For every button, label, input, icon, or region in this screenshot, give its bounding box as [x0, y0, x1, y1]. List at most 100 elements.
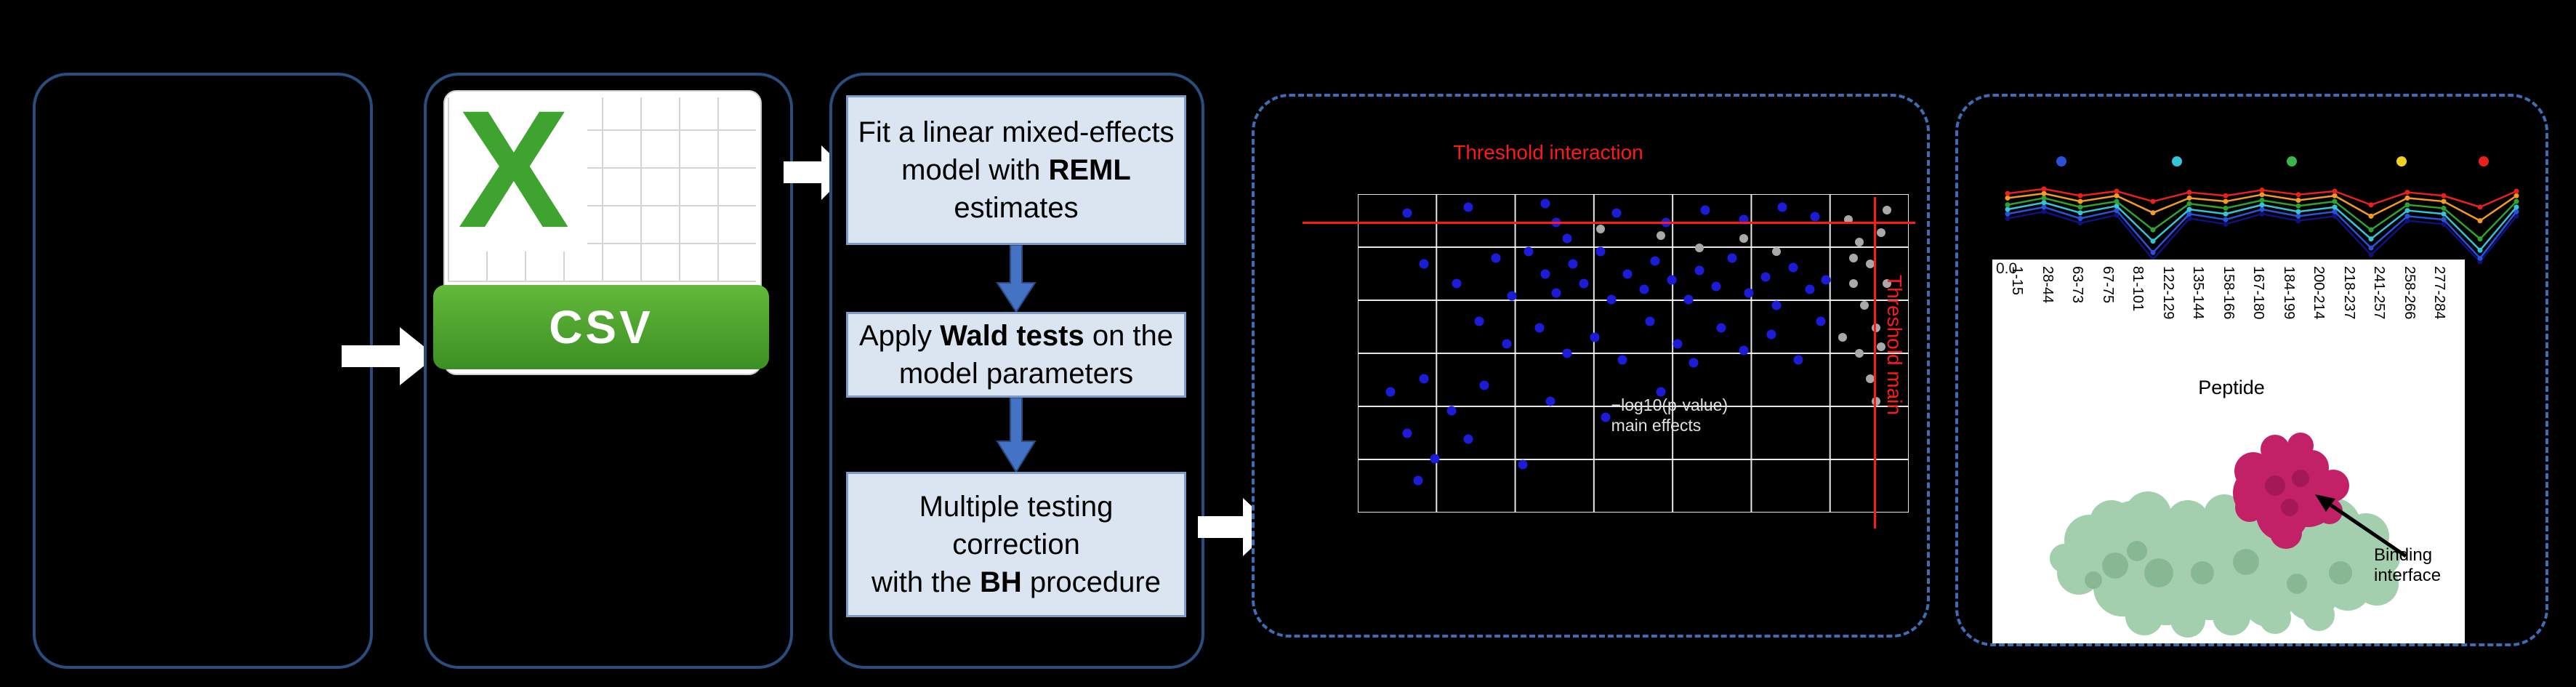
significant-point [1419, 374, 1429, 384]
significant-point [1413, 475, 1423, 486]
significant-point [1601, 412, 1611, 422]
y-axis-tick: 0.0 [1996, 260, 2018, 277]
significant-point [1524, 246, 1534, 257]
significant-point [1419, 259, 1429, 269]
panel-scatter [1252, 94, 1930, 638]
binding-interface-label: Binding interface [2374, 545, 2442, 585]
significant-point [1771, 300, 1782, 310]
significant-point [1816, 316, 1826, 326]
significant-point [1385, 387, 1396, 397]
significant-point [1650, 256, 1660, 266]
significant-point [1507, 291, 1517, 301]
significant-point [1700, 205, 1710, 215]
threshold-main-label: Threshold main [1883, 275, 1906, 415]
threshold-interaction-label: Threshold interaction [1453, 141, 1643, 164]
significant-point [1617, 355, 1627, 365]
significant-point [1760, 272, 1771, 282]
significant-point [1463, 434, 1473, 444]
nonsignificant-point [1860, 301, 1869, 310]
significant-point [1639, 284, 1649, 294]
nonsignificant-point [1882, 278, 1891, 288]
scatter-axis-annotation: −log10(p-value) main effects [1611, 395, 1728, 435]
significant-point [1540, 269, 1550, 278]
significant-point [1793, 355, 1803, 365]
significant-point [1739, 345, 1749, 355]
significant-point [1452, 278, 1462, 289]
significant-point [1716, 323, 1726, 333]
nonsignificant-point [1854, 237, 1864, 246]
significant-point [1562, 348, 1572, 358]
nonsignificant-point [1656, 230, 1665, 240]
significant-point [1595, 246, 1606, 257]
excel-x-icon: X [458, 76, 570, 262]
step-bh-text: Multiple testing correction with the BH … [872, 491, 1161, 598]
step-wald-text: Apply Wald tests on the model parameters [858, 320, 1174, 390]
significant-point [1788, 262, 1798, 273]
significant-point [1810, 212, 1820, 222]
significant-point [1590, 332, 1600, 342]
significant-point [1645, 316, 1655, 326]
significant-point [1551, 288, 1561, 298]
significant-point [1540, 198, 1550, 209]
binding-arrow-icon [2315, 494, 2407, 558]
down-arrow-1-icon [996, 245, 1037, 312]
step-bh-box: Multiple testing correction with the BH … [846, 472, 1186, 617]
significant-point [1673, 339, 1683, 349]
nonsignificant-point [1877, 342, 1886, 352]
nonsignificant-point [1772, 246, 1782, 256]
significant-point [1446, 406, 1457, 416]
scatter-plot: −log10(p-value) main effects [1358, 194, 1909, 513]
csv-x-backdrop [449, 97, 587, 252]
panel-input [33, 73, 373, 669]
significant-point [1402, 428, 1412, 438]
nonsignificant-point [1854, 349, 1864, 358]
nonsignificant-point [1694, 244, 1704, 253]
significant-point [1711, 281, 1721, 292]
nonsignificant-point [1838, 333, 1848, 342]
peptide-label: 158-166 [2220, 266, 2237, 320]
significant-point [1479, 380, 1489, 390]
nonsignificant-point [1877, 228, 1886, 237]
step-reml-box: Fit a linear mixed-effects model with RE… [846, 95, 1186, 245]
threshold-line-horizontal [1303, 222, 1915, 224]
uptake-line-chart [2005, 156, 2519, 265]
peptide-label: 81-101 [2130, 266, 2146, 312]
significant-point [1727, 253, 1737, 263]
peptide-label: 28-44 [2039, 266, 2056, 304]
step-wald-box: Apply Wald tests on the model parameters [846, 312, 1186, 398]
significant-point [1777, 202, 1787, 212]
significant-point [1766, 329, 1776, 340]
peptide-label: 200-214 [2311, 266, 2327, 320]
significant-point [1402, 208, 1412, 218]
significant-point [1606, 294, 1617, 305]
peptide-label: 1-15 [2009, 266, 2025, 296]
flow-arrow-1-icon [342, 327, 436, 385]
significant-point [1821, 275, 1831, 285]
significant-point [1579, 278, 1589, 289]
significant-point [1744, 288, 1754, 298]
down-arrow-2-icon [996, 398, 1037, 472]
threshold-line-vertical [1874, 197, 1876, 529]
csv-ribbon: CSV [433, 285, 769, 369]
step-reml-text: Fit a linear mixed-effects model with RE… [858, 116, 1175, 224]
peptide-label: 218-237 [2340, 266, 2357, 320]
significant-point [1611, 208, 1622, 218]
peptide-label: 241-257 [2371, 266, 2387, 320]
peptide-label: 135-144 [2190, 266, 2206, 320]
peptide-label: 122-129 [2160, 266, 2176, 320]
peptide-label: 258-266 [2401, 266, 2418, 320]
scatter-grid [1358, 194, 1909, 513]
protein-structure [2050, 433, 2400, 638]
significant-point [1689, 358, 1699, 368]
significant-point [1491, 253, 1500, 263]
csv-label: CSV [549, 301, 653, 353]
significant-point [1430, 454, 1440, 464]
significant-point [1545, 396, 1555, 406]
nonsignificant-point [1595, 225, 1605, 234]
significant-point [1502, 339, 1512, 349]
significant-point [1694, 265, 1704, 276]
significant-point [1667, 275, 1677, 285]
significant-point [1656, 387, 1666, 397]
peptide-label: 67-75 [2099, 266, 2116, 304]
